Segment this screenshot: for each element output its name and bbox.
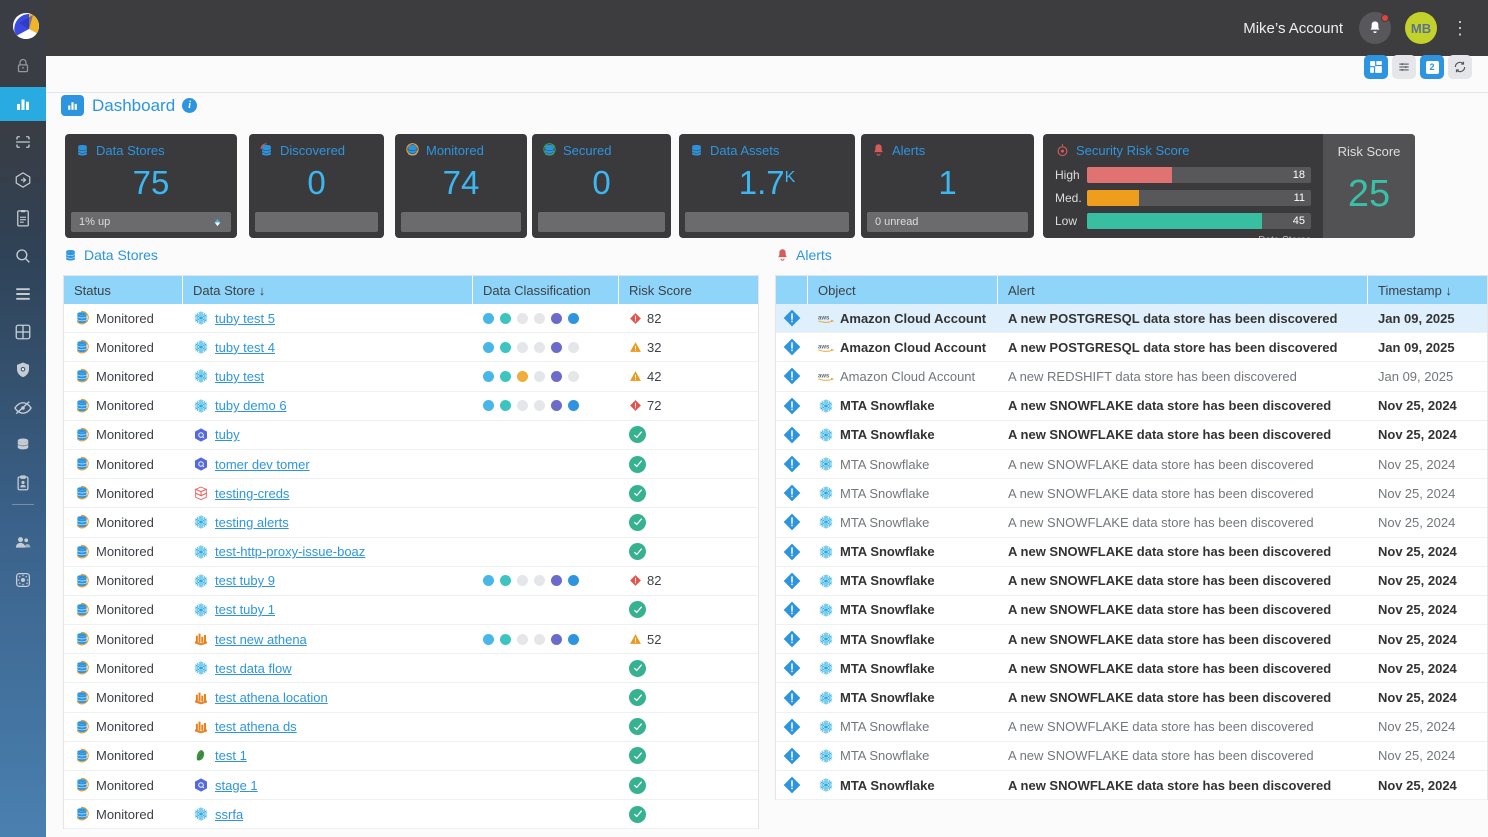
svg-text:aws: aws bbox=[818, 345, 830, 351]
svg-text:aws: aws bbox=[818, 316, 830, 322]
svg-text:aws: aws bbox=[818, 374, 830, 380]
